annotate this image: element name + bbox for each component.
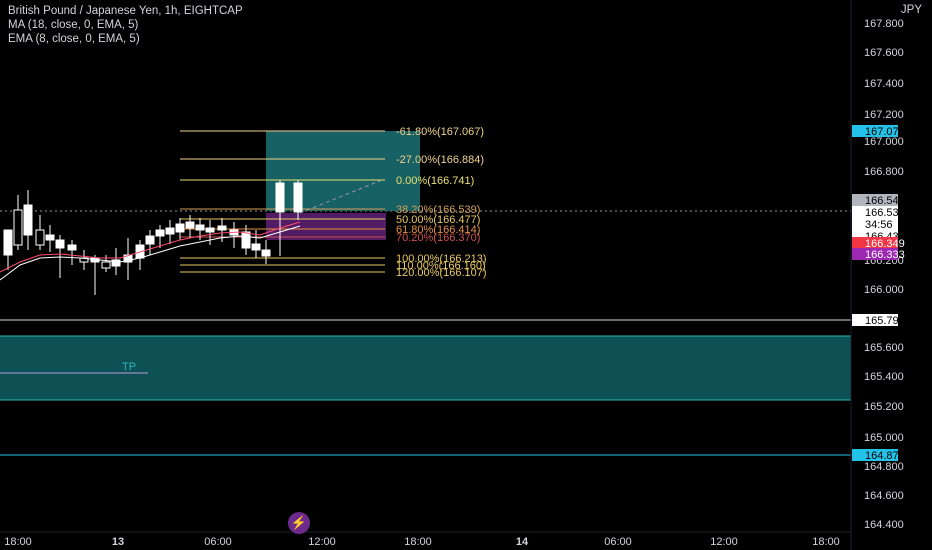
price-marker-label: 165.792 xyxy=(865,315,905,327)
price-tick-label: 165.200 xyxy=(864,401,904,413)
fib-level-label: 70.20%(166.370) xyxy=(396,232,480,244)
fib-level-label: 110.00%(166.160) xyxy=(396,260,486,272)
candle-body xyxy=(185,221,195,229)
candle-body xyxy=(195,224,205,231)
price-marker-badge xyxy=(852,449,898,461)
chart-legend: British Pound / Japanese Yen, 1h, EIGHTC… xyxy=(8,4,243,46)
ma-line xyxy=(0,225,301,281)
price-tick-label: 164.600 xyxy=(864,490,904,502)
price-marker-badge xyxy=(852,125,898,137)
candle-body xyxy=(165,227,175,235)
price-tick-label: 164.400 xyxy=(864,519,904,531)
lightning-icon[interactable]: ⚡ xyxy=(288,512,310,534)
price-marker-label: 164.873 xyxy=(865,450,905,462)
candle-body xyxy=(101,261,111,269)
fib-level-label: 100.00%(166.213) xyxy=(396,253,487,265)
time-axis-label: 14 xyxy=(516,536,529,548)
fib-retracement[interactable]: -61.80%(167.067) -27.00%(166.884) 0.00%(16… xyxy=(180,126,487,279)
candle-body xyxy=(13,209,23,246)
candle-body xyxy=(251,243,261,251)
price-tick-label: 167.000 xyxy=(864,136,904,148)
fib-level-label: -27.00%(166.884) xyxy=(396,154,484,166)
price-tick-label: 167.600 xyxy=(864,47,904,59)
fib-level-label: 120.00%(166.107) xyxy=(396,267,487,279)
tp-zone[interactable] xyxy=(0,336,851,400)
fib-level-label: -61.80%(167.067) xyxy=(396,126,484,138)
ema-line xyxy=(0,221,301,273)
price-marker-label: 167.070 xyxy=(865,126,905,138)
time-axis[interactable]: 18:00 13 06:00 12:00 18:00 14 06:00 12:00 18:00 xyxy=(4,536,840,548)
candle-body xyxy=(45,234,55,241)
price-marker-label: 166.349 xyxy=(865,238,905,250)
candle-body xyxy=(23,204,33,236)
ma-indicator-label[interactable]: MA (18, close, 0, EMA, 5) xyxy=(8,19,139,31)
tp-label: TP xyxy=(122,361,136,373)
price-marker-badge xyxy=(852,194,898,206)
projection-dashed-line xyxy=(299,179,383,214)
candle-body xyxy=(261,249,271,257)
candle-body xyxy=(123,254,133,263)
fib-level-label: 61.80%(166.414) xyxy=(396,224,480,236)
price-tick-label: 165.000 xyxy=(864,432,904,444)
price-tick-label: 164.800 xyxy=(864,461,904,473)
price-tick-label: 166.800 xyxy=(864,166,904,178)
price-markers: 167.070166.540166.53034:56166.432166.349… xyxy=(852,125,905,462)
price-tick-label: 165.600 xyxy=(864,342,904,354)
currency-label[interactable]: JPY xyxy=(900,4,922,16)
candle-body xyxy=(175,223,185,233)
candle-body xyxy=(145,235,155,245)
price-tick-label: 167.800 xyxy=(864,18,904,30)
time-axis-label: 06:00 xyxy=(204,536,232,548)
price-marker-badge xyxy=(852,237,898,249)
price-marker-label: 166.540 xyxy=(865,195,905,207)
price-axis[interactable]: 167.800 167.600 167.400 167.200 167.000 166.8… xyxy=(864,18,904,531)
candle-body xyxy=(55,239,65,249)
price-marker-badge xyxy=(852,206,898,218)
price-marker-badge xyxy=(852,314,898,326)
ema-indicator-label[interactable]: EMA (8, close, 0, EMA, 5) xyxy=(8,33,140,45)
fib-level-label: 38.20%(166.539) xyxy=(396,204,480,216)
price-marker-badge xyxy=(852,248,898,260)
price-marker-label: 166.333 xyxy=(865,249,905,261)
candle-body xyxy=(67,244,77,251)
fib-level-label: 50.00%(166.477) xyxy=(396,214,480,226)
price-tick-label: 165.400 xyxy=(864,371,904,383)
time-axis-label: 18:00 xyxy=(4,536,32,548)
price-tick-label: 166.000 xyxy=(864,284,904,296)
price-tick-label: 167.200 xyxy=(864,109,904,121)
candle-body xyxy=(111,259,121,267)
candle-body xyxy=(205,227,215,233)
candle-body xyxy=(275,182,285,213)
symbol-title[interactable]: British Pound / Japanese Yen, 1h, EIGHTC… xyxy=(8,5,243,17)
price-tick-label: 167.400 xyxy=(864,78,904,90)
long-position-target-zone[interactable] xyxy=(266,131,420,211)
time-axis-label: 13 xyxy=(112,536,124,548)
price-marker-label: 34:56 xyxy=(865,219,893,231)
price-marker-label: 166.530 xyxy=(865,207,905,219)
candle-body xyxy=(241,231,251,249)
candle-body xyxy=(3,229,13,256)
time-axis-label: 18:00 xyxy=(812,536,840,548)
time-axis-label: 18:00 xyxy=(404,536,432,548)
time-axis-label: 12:00 xyxy=(710,536,738,548)
time-axis-label: 12:00 xyxy=(308,536,336,548)
candle-body xyxy=(155,229,165,237)
candle-body xyxy=(293,182,303,213)
candles xyxy=(3,180,303,295)
candle-body xyxy=(217,225,227,231)
candle-body xyxy=(35,229,45,246)
time-axis-label: 06:00 xyxy=(604,536,632,548)
fib-level-label: 0.00%(166.741) xyxy=(396,175,474,187)
price-marker-badge xyxy=(852,218,898,230)
